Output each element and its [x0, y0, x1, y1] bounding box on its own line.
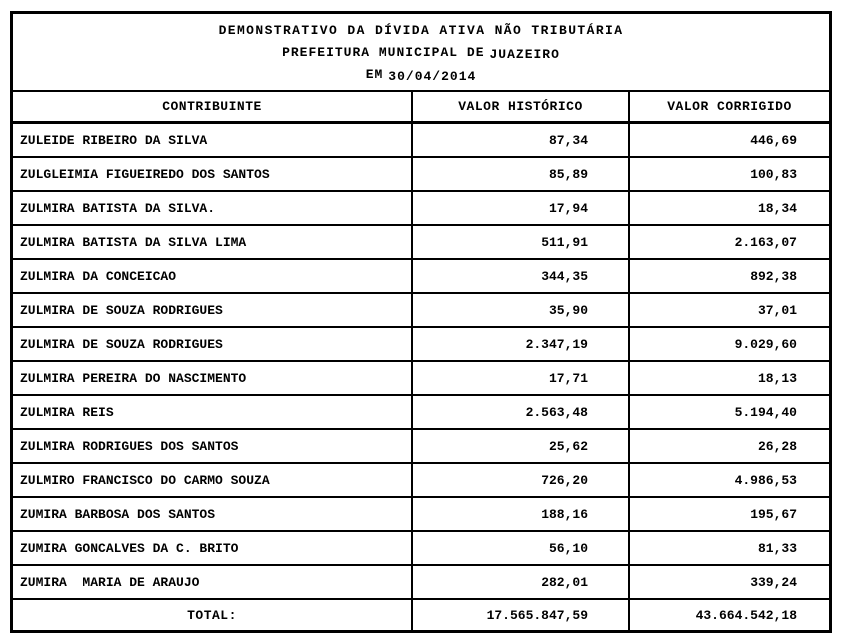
valor-corrigido-cell: 5.194,40: [734, 404, 797, 420]
valor-historico-cell: 56,10: [413, 532, 630, 564]
contribuinte-cell: ZUMIRA MARIA DE ARAUJO: [13, 566, 413, 598]
valor-corrigido-cell: 18,13: [757, 370, 797, 386]
column-header-row: CONTRIBUINTE VALOR HISTÓRICO VALOR CORRI…: [13, 92, 829, 124]
valor-historico-cell: 25,62: [413, 430, 630, 462]
contribuinte-cell: ZUMIRA GONCALVES DA C. BRITO: [13, 532, 413, 564]
valor-corrigido-cell: 100,83: [750, 166, 797, 182]
valor-corrigido-cell: 892,38: [750, 268, 797, 284]
contribuinte-cell: ZULMIRA DE SOUZA RODRIGUES: [13, 328, 413, 360]
valor-historico-cell: 2.563,48: [413, 396, 630, 428]
valor-historico-cell: 726,20: [413, 464, 630, 496]
table-row: ZULMIRA BATISTA DA SILVA LIMA 511,91 2.1…: [13, 226, 829, 260]
contribuinte-cell: ZULMIRO FRANCISCO DO CARMO SOUZA: [13, 464, 413, 496]
valor-historico-cell: 87,34: [413, 124, 630, 156]
valor-corrigido-cell: 9.029,60: [734, 336, 797, 352]
contribuinte-cell: ZULGLEIMIA FIGUEIREDO DOS SANTOS: [13, 158, 413, 190]
contribuinte-cell: ZULMIRA BATISTA DA SILVA LIMA: [13, 226, 413, 258]
debt-report-table: DEMONSTRATIVO DA DÍVIDA ATIVA NÃO TRIBUT…: [10, 11, 832, 633]
table-row: ZULGLEIMIA FIGUEIREDO DOS SANTOS 85,89 1…: [13, 158, 829, 192]
report-title: DEMONSTRATIVO DA DÍVIDA ATIVA NÃO TRIBUT…: [218, 23, 624, 38]
valor-corrigido-cell: 37,01: [757, 302, 797, 318]
total-row: TOTAL: 17.565.847,59 43.664.542,18: [13, 600, 829, 630]
table-row: ZULMIRA DE SOUZA RODRIGUES 2.347,19 9.02…: [13, 328, 829, 362]
table-row: ZULMIRA BATISTA DA SILVA. 17,94 18,34: [13, 192, 829, 226]
valor-corrigido-cell: 446,69: [750, 132, 797, 148]
table-row: ZULMIRA DE SOUZA RODRIGUES 35,90 37,01: [13, 294, 829, 328]
contribuinte-cell: ZULMIRA BATISTA DA SILVA.: [13, 192, 413, 224]
municipality-value: JUAZEIRO: [489, 47, 560, 62]
date-label: EM: [365, 67, 384, 82]
municipality-label: PREFEITURA MUNICIPAL DE: [282, 45, 485, 60]
table-row: ZULMIRA RODRIGUES DOS SANTOS 25,62 26,28: [13, 430, 829, 464]
contribuinte-cell: ZULMIRA PEREIRA DO NASCIMENTO: [13, 362, 413, 394]
table-row: ZULMIRA PEREIRA DO NASCIMENTO 17,71 18,1…: [13, 362, 829, 396]
table-row: ZULMIRA DA CONCEICAO 344,35 892,38: [13, 260, 829, 294]
table-row: ZULMIRO FRANCISCO DO CARMO SOUZA 726,20 …: [13, 464, 829, 498]
column-header-valor-historico: VALOR HISTÓRICO: [413, 92, 630, 121]
valor-historico-cell: 2.347,19: [413, 328, 630, 360]
total-label: TOTAL:: [13, 600, 413, 630]
valor-historico-cell: 282,01: [413, 566, 630, 598]
contribuinte-cell: ZULMIRA RODRIGUES DOS SANTOS: [13, 430, 413, 462]
column-header-valor-corrigido: VALOR CORRIGIDO: [667, 99, 792, 114]
total-valor-corrigido: 43.664.542,18: [695, 607, 797, 623]
valor-corrigido-cell: 4.986,53: [734, 472, 797, 488]
total-valor-historico: 17.565.847,59: [413, 600, 630, 630]
contribuinte-cell: ZULEIDE RIBEIRO DA SILVA: [13, 124, 413, 156]
valor-corrigido-cell: 339,24: [750, 574, 797, 590]
valor-corrigido-cell: 26,28: [757, 438, 797, 454]
valor-corrigido-cell: 18,34: [757, 200, 797, 216]
column-header-contribuinte: CONTRIBUINTE: [13, 92, 413, 121]
valor-corrigido-cell: 81,33: [757, 540, 797, 556]
valor-historico-cell: 35,90: [413, 294, 630, 326]
report-subtitle-date: EM 30/04/2014: [13, 64, 829, 86]
date-value: 30/04/2014: [388, 69, 477, 84]
valor-historico-cell: 511,91: [413, 226, 630, 258]
valor-historico-cell: 188,16: [413, 498, 630, 530]
report-title-box: DEMONSTRATIVO DA DÍVIDA ATIVA NÃO TRIBUT…: [13, 14, 829, 92]
contribuinte-cell: ZULMIRA DE SOUZA RODRIGUES: [13, 294, 413, 326]
valor-corrigido-cell: 2.163,07: [734, 234, 797, 250]
contribuinte-cell: ZUMIRA BARBOSA DOS SANTOS: [13, 498, 413, 530]
table-row: ZUMIRA GONCALVES DA C. BRITO 56,10 81,33: [13, 532, 829, 566]
valor-corrigido-cell: 195,67: [750, 506, 797, 522]
valor-historico-cell: 85,89: [413, 158, 630, 190]
contribuinte-cell: ZULMIRA DA CONCEICAO: [13, 260, 413, 292]
table-row: ZULEIDE RIBEIRO DA SILVA 87,34 446,69: [13, 124, 829, 158]
table-row: ZUMIRA BARBOSA DOS SANTOS 188,16 195,67: [13, 498, 829, 532]
table-row: ZUMIRA MARIA DE ARAUJO 282,01 339,24: [13, 566, 829, 600]
valor-historico-cell: 17,94: [413, 192, 630, 224]
table-row: ZULMIRA REIS 2.563,48 5.194,40: [13, 396, 829, 430]
contribuinte-cell: ZULMIRA REIS: [13, 396, 413, 428]
report-subtitle-municipality: PREFEITURA MUNICIPAL DE JUAZEIRO: [13, 42, 829, 64]
valor-historico-cell: 344,35: [413, 260, 630, 292]
valor-historico-cell: 17,71: [413, 362, 630, 394]
